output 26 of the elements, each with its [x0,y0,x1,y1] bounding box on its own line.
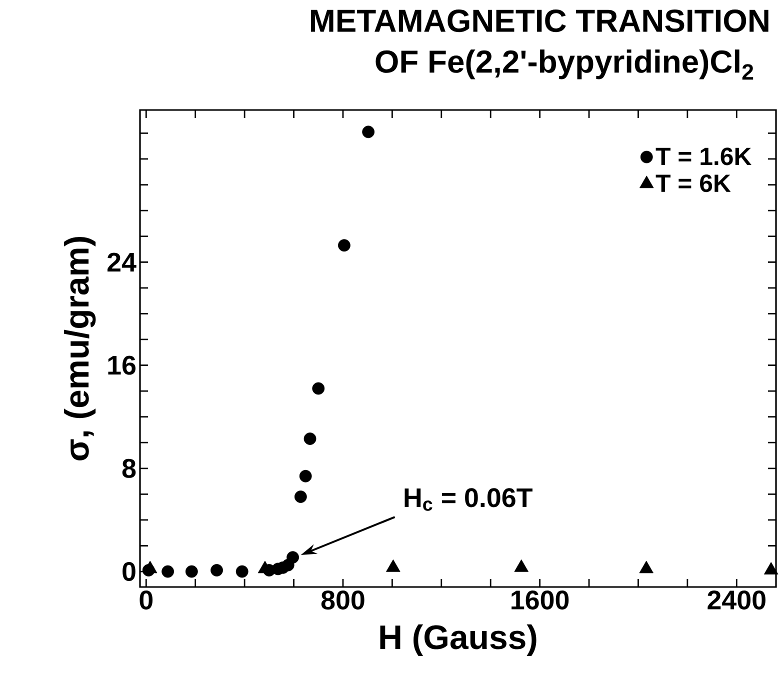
chart-title: METAMAGNETIC TRANSITION [310,10,768,32]
y-axis-title: σ, (emu/gram) [64,237,96,460]
point [294,490,307,503]
y-tick-label: 8 [122,458,136,478]
x-tick-label: 2400 [708,590,766,610]
y-tick-label: 0 [122,562,136,582]
y-tick-label: 16 [108,356,136,375]
x-axis-title: H (Gauss) [380,624,536,656]
point [338,239,350,252]
point [312,382,325,395]
point [362,126,375,138]
x-tick-label: 0 [140,590,153,610]
legend-label: T = 6K [656,174,731,192]
point [162,565,174,578]
x-tick-label: 1600 [512,590,569,610]
point [286,551,299,564]
y-tick-label: 24 [107,252,136,272]
annotation: H$_{c}$ = 0.06T [404,488,532,511]
point [299,470,312,482]
chart-subtitle: OF Fe(2,2'-bypyridine)Cl$_{2}$ [376,50,754,80]
point [210,564,223,576]
point [304,432,316,445]
legend-label: T = 1.6K [656,148,752,166]
point [185,565,198,578]
point [236,565,248,578]
x-tick-label: 800 [321,590,364,610]
